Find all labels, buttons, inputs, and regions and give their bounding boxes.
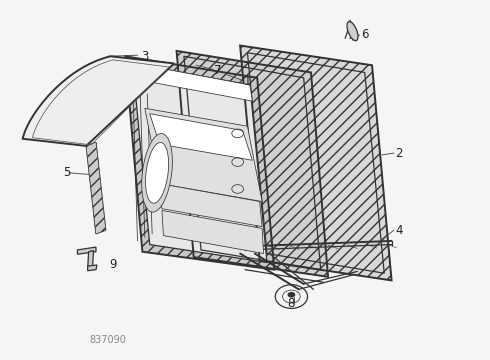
Polygon shape <box>240 45 392 280</box>
Ellipse shape <box>142 134 172 212</box>
Polygon shape <box>176 51 328 277</box>
Polygon shape <box>159 184 262 226</box>
Text: 5: 5 <box>63 166 71 179</box>
Polygon shape <box>77 247 96 254</box>
Polygon shape <box>135 63 252 101</box>
Text: 1: 1 <box>244 75 251 88</box>
Polygon shape <box>150 114 252 160</box>
Text: 7: 7 <box>215 64 222 77</box>
Text: 6: 6 <box>361 28 368 41</box>
Text: 2: 2 <box>395 147 403 159</box>
Polygon shape <box>88 265 97 271</box>
Polygon shape <box>125 56 274 270</box>
Polygon shape <box>133 63 267 262</box>
Polygon shape <box>86 142 106 234</box>
Text: 837090: 837090 <box>90 334 126 345</box>
Text: 3: 3 <box>141 50 148 63</box>
Text: 4: 4 <box>395 224 403 237</box>
Polygon shape <box>145 108 262 202</box>
Text: 9: 9 <box>109 258 117 271</box>
Ellipse shape <box>146 143 169 203</box>
PathPatch shape <box>23 56 174 146</box>
Circle shape <box>288 292 295 298</box>
Polygon shape <box>88 251 94 269</box>
Polygon shape <box>162 211 264 253</box>
Text: 8: 8 <box>288 297 295 310</box>
Ellipse shape <box>347 22 358 41</box>
Polygon shape <box>86 142 106 234</box>
